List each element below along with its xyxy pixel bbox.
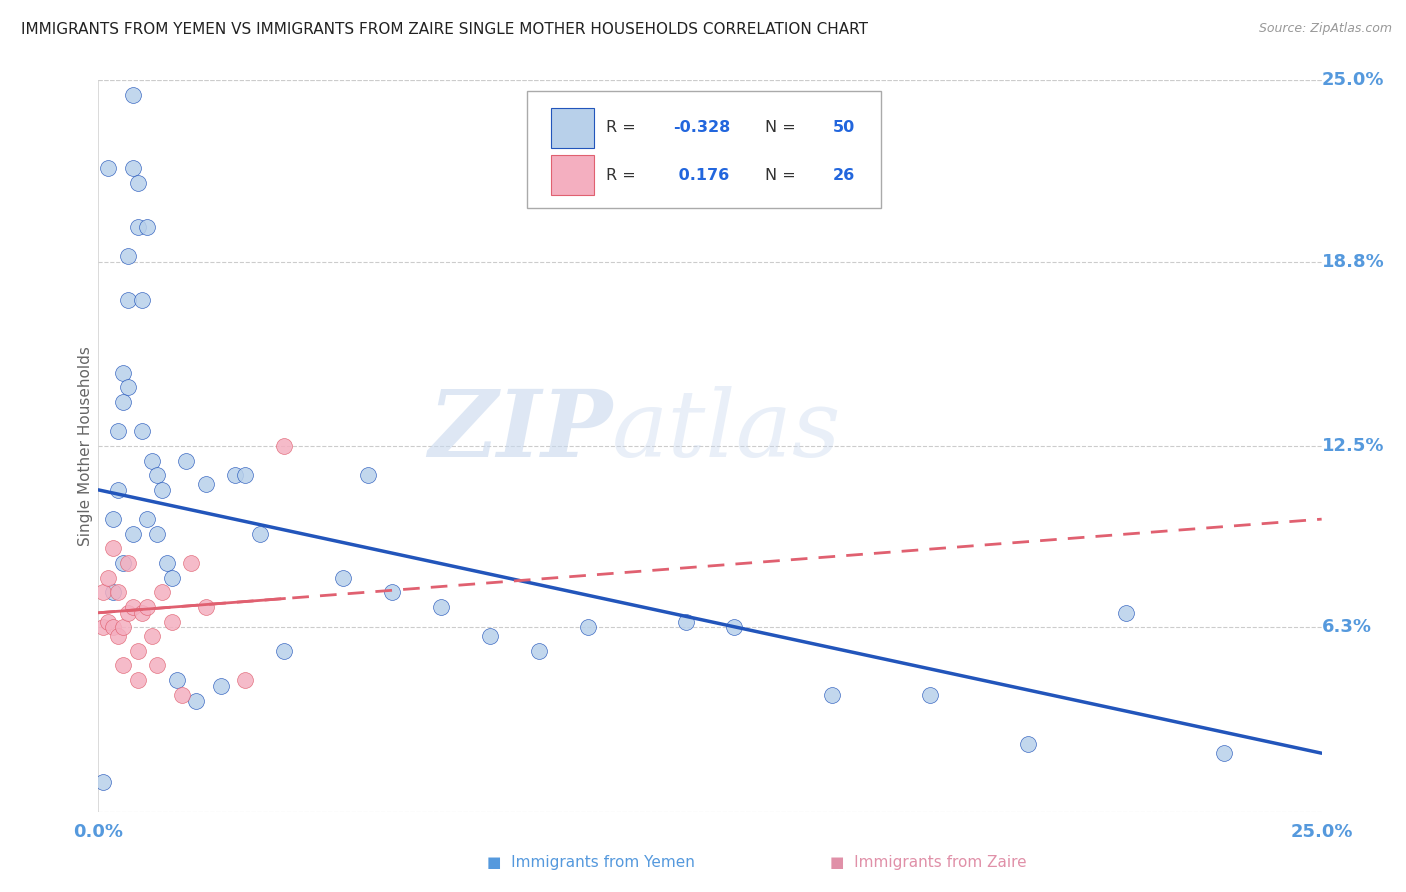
Point — [160, 615, 183, 629]
Text: 50: 50 — [832, 120, 855, 136]
Point — [195, 599, 218, 614]
Text: 12.5%: 12.5% — [1322, 437, 1384, 455]
Point — [136, 512, 159, 526]
Point — [233, 468, 256, 483]
Point — [101, 585, 124, 599]
Point — [101, 541, 124, 556]
Point — [576, 620, 599, 634]
Point — [170, 688, 193, 702]
Point — [273, 439, 295, 453]
Point — [233, 673, 256, 687]
Point — [131, 293, 153, 307]
Point — [111, 556, 134, 570]
Point — [224, 468, 246, 483]
Text: N =: N = — [765, 120, 801, 136]
Point — [356, 468, 378, 483]
Point — [117, 380, 139, 394]
Point — [127, 219, 149, 234]
Point — [273, 644, 295, 658]
Point — [176, 453, 198, 467]
Point — [91, 775, 114, 789]
Point — [127, 176, 149, 190]
Point — [107, 425, 129, 439]
Point — [117, 249, 139, 263]
Text: 18.8%: 18.8% — [1322, 252, 1385, 270]
Text: ZIP: ZIP — [427, 386, 612, 476]
Point — [121, 87, 143, 102]
Point — [111, 658, 134, 673]
Text: ■  Immigrants from Yemen: ■ Immigrants from Yemen — [486, 855, 695, 870]
Point — [131, 606, 153, 620]
Point — [146, 526, 169, 541]
Point — [97, 161, 120, 175]
Point — [107, 483, 129, 497]
Point — [146, 468, 169, 483]
Point — [141, 453, 163, 467]
Text: atlas: atlas — [612, 386, 842, 476]
Point — [478, 629, 501, 643]
Point — [675, 615, 697, 629]
Point — [91, 620, 114, 634]
Point — [249, 526, 271, 541]
Point — [150, 585, 173, 599]
Point — [332, 571, 354, 585]
Point — [1212, 746, 1234, 760]
Point — [107, 629, 129, 643]
Point — [723, 620, 745, 634]
Point — [136, 599, 159, 614]
Text: R =: R = — [606, 168, 641, 183]
Point — [97, 615, 120, 629]
Text: 6.3%: 6.3% — [1322, 618, 1372, 636]
Point — [111, 620, 134, 634]
Point — [117, 606, 139, 620]
Text: IMMIGRANTS FROM YEMEN VS IMMIGRANTS FROM ZAIRE SINGLE MOTHER HOUSEHOLDS CORRELAT: IMMIGRANTS FROM YEMEN VS IMMIGRANTS FROM… — [21, 22, 868, 37]
Point — [121, 161, 143, 175]
Point — [141, 629, 163, 643]
Point — [127, 673, 149, 687]
Point — [131, 425, 153, 439]
Point — [107, 585, 129, 599]
Point — [381, 585, 404, 599]
FancyBboxPatch shape — [551, 155, 593, 195]
Point — [111, 366, 134, 380]
Text: R =: R = — [606, 120, 641, 136]
FancyBboxPatch shape — [551, 108, 593, 148]
Text: 25.0%: 25.0% — [1322, 71, 1384, 89]
Point — [117, 556, 139, 570]
Point — [97, 571, 120, 585]
Point — [1115, 606, 1137, 620]
Point — [195, 477, 218, 491]
Point — [209, 679, 232, 693]
Point — [821, 688, 844, 702]
Point — [121, 526, 143, 541]
Point — [156, 556, 179, 570]
Point — [430, 599, 453, 614]
Point — [121, 599, 143, 614]
Point — [166, 673, 188, 687]
Text: -0.328: -0.328 — [673, 120, 731, 136]
Point — [117, 293, 139, 307]
Point — [101, 512, 124, 526]
Y-axis label: Single Mother Households: Single Mother Households — [77, 346, 93, 546]
Point — [186, 693, 208, 707]
Text: 0.176: 0.176 — [673, 168, 730, 183]
Point — [136, 219, 159, 234]
Text: Source: ZipAtlas.com: Source: ZipAtlas.com — [1258, 22, 1392, 36]
Point — [91, 585, 114, 599]
Point — [146, 658, 169, 673]
Point — [920, 688, 942, 702]
Text: N =: N = — [765, 168, 801, 183]
Point — [150, 483, 173, 497]
Text: 26: 26 — [832, 168, 855, 183]
Point — [180, 556, 202, 570]
Point — [101, 620, 124, 634]
FancyBboxPatch shape — [526, 91, 882, 209]
Point — [127, 644, 149, 658]
Text: ■  Immigrants from Zaire: ■ Immigrants from Zaire — [830, 855, 1026, 870]
Point — [160, 571, 183, 585]
Point — [1017, 738, 1039, 752]
Point — [527, 644, 550, 658]
Point — [111, 395, 134, 409]
